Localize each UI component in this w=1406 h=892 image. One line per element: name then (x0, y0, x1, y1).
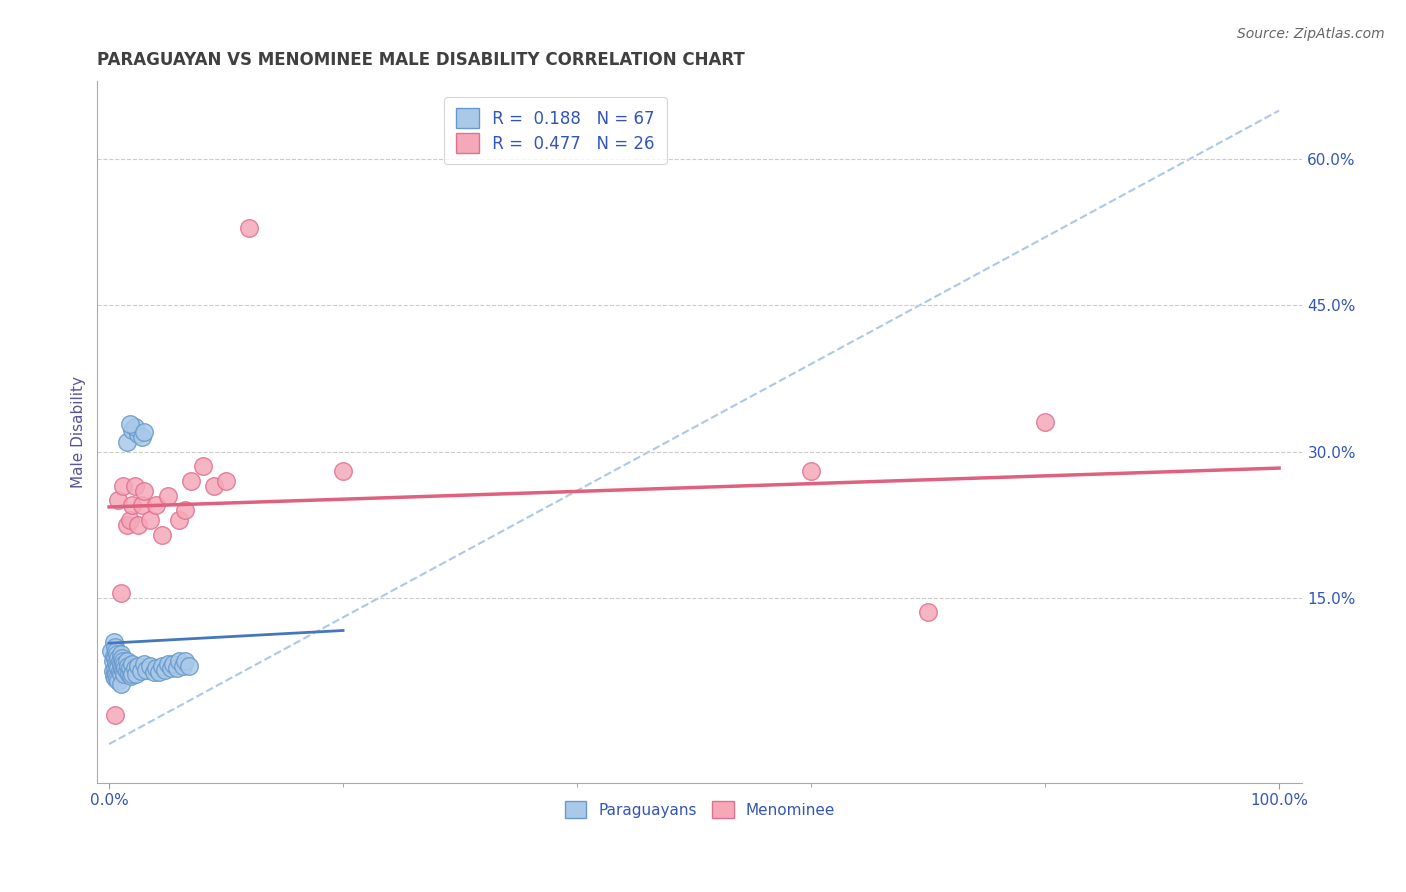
Point (124, 479, 146, 493)
Point (115, 517, 138, 532)
Y-axis label: Male Disability: Male Disability (72, 376, 86, 488)
Point (125, 666, 148, 681)
Point (104, 707, 127, 722)
Point (103, 634, 125, 648)
Point (134, 425, 156, 440)
Point (167, 654, 190, 668)
Point (139, 513, 162, 527)
Point (174, 654, 197, 668)
Point (112, 479, 135, 493)
Point (127, 517, 149, 532)
Point (111, 651, 134, 665)
Point (134, 657, 156, 672)
Point (112, 654, 135, 668)
Point (150, 659, 173, 673)
Point (112, 657, 135, 672)
Point (131, 498, 153, 512)
Point (134, 483, 156, 498)
Legend: Paraguayans, Menominee: Paraguayans, Menominee (558, 795, 841, 824)
Point (177, 659, 200, 673)
Point (121, 423, 143, 437)
Point (101, 664, 124, 678)
Point (107, 651, 129, 665)
Point (121, 657, 143, 672)
Point (111, 661, 134, 675)
Point (105, 656, 128, 670)
Point (127, 427, 149, 442)
Point (156, 489, 179, 503)
Point (105, 644, 128, 658)
Point (107, 493, 129, 508)
Point (800, 464, 823, 478)
Point (112, 666, 135, 681)
Point (104, 661, 127, 675)
Point (142, 665, 165, 679)
Point (110, 666, 132, 681)
Point (202, 479, 225, 493)
Point (110, 648, 132, 662)
Point (104, 640, 127, 654)
Point (115, 654, 138, 668)
Point (112, 664, 135, 678)
Point (174, 503, 197, 517)
Point (167, 513, 190, 527)
Point (215, 474, 238, 488)
Point (114, 661, 136, 675)
Point (180, 474, 202, 488)
Point (120, 513, 142, 527)
Point (129, 664, 152, 678)
Point (135, 663, 157, 677)
Point (166, 661, 188, 675)
Point (121, 666, 143, 681)
Point (917, 606, 939, 620)
Point (162, 657, 184, 672)
Point (131, 430, 153, 444)
Point (104, 651, 127, 665)
Point (115, 434, 138, 449)
Point (160, 661, 183, 675)
Point (155, 663, 177, 677)
Point (110, 657, 132, 672)
Point (108, 664, 131, 678)
Point (105, 671, 128, 685)
Text: Source: ZipAtlas.com: Source: ZipAtlas.com (1237, 27, 1385, 41)
Point (332, 464, 354, 478)
Point (107, 661, 129, 675)
Point (120, 661, 142, 675)
Point (118, 666, 141, 681)
Point (101, 654, 124, 668)
Point (148, 665, 170, 679)
Point (145, 661, 167, 675)
Point (110, 586, 132, 600)
Point (104, 671, 127, 685)
Point (124, 420, 146, 434)
Point (117, 659, 139, 673)
Point (238, 220, 260, 235)
Point (127, 659, 149, 673)
Point (105, 666, 128, 681)
Point (145, 498, 167, 512)
Point (139, 659, 162, 673)
Point (108, 654, 131, 668)
Point (100, 644, 122, 658)
Point (107, 673, 129, 688)
Point (121, 498, 143, 512)
Point (124, 661, 146, 675)
Point (120, 417, 142, 432)
Point (191, 459, 214, 474)
Point (115, 664, 138, 678)
Point (1033, 416, 1056, 430)
Point (156, 657, 179, 672)
Point (110, 676, 132, 690)
Point (120, 669, 142, 683)
Text: PARAGUAYAN VS MENOMINEE MALE DISABILITY CORRELATION CHART: PARAGUAYAN VS MENOMINEE MALE DISABILITY … (97, 51, 745, 69)
Point (105, 659, 128, 673)
Point (172, 659, 194, 673)
Point (105, 648, 128, 662)
Point (150, 527, 173, 541)
Point (103, 649, 125, 664)
Point (103, 669, 125, 683)
